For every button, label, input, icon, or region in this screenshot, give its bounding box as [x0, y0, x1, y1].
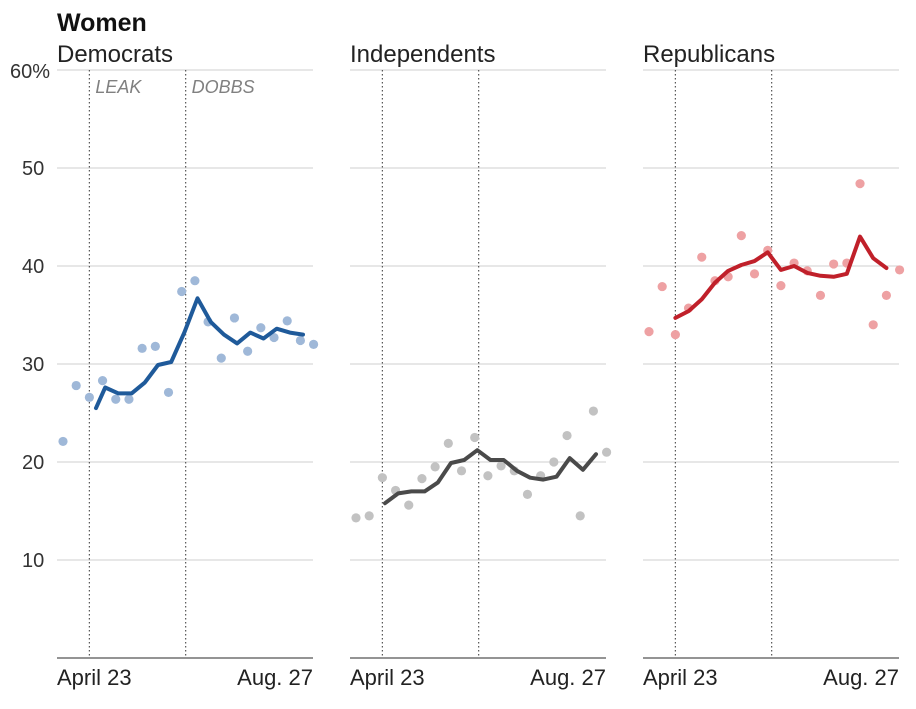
data-point	[736, 231, 746, 241]
event-label-leak: LEAK	[95, 77, 142, 97]
data-point	[749, 269, 760, 279]
x-tick-label: April 23	[57, 665, 132, 690]
data-point	[364, 511, 374, 521]
data-point	[496, 461, 506, 471]
data-point	[522, 489, 533, 499]
data-point	[190, 276, 200, 286]
data-point	[697, 252, 707, 262]
data-point	[111, 394, 121, 404]
data-point	[868, 320, 878, 330]
panel-title: Independents	[350, 41, 495, 68]
data-point	[894, 265, 905, 275]
data-point	[562, 430, 572, 441]
chart-panels: LEAK DOBBS 10 20 30 40 50 60% Democrats April 23 A…	[10, 41, 905, 690]
data-point	[295, 335, 306, 346]
data-point	[177, 286, 187, 297]
data-point	[417, 474, 427, 484]
event-label-dobbs: DOBBS	[192, 77, 255, 97]
y-tick-label: 50	[22, 158, 44, 180]
data-point	[216, 353, 226, 363]
data-point	[670, 330, 680, 340]
y-tick-label: 20	[22, 452, 44, 474]
data-point	[404, 500, 414, 510]
panel-independents: Independents April 23 Aug. 27	[350, 41, 612, 690]
chart-title: Women	[57, 9, 147, 37]
data-point	[443, 438, 453, 448]
data-point	[163, 387, 174, 398]
y-tick-label: 10	[22, 550, 44, 572]
data-point	[256, 323, 266, 333]
data-point	[657, 281, 667, 292]
y-tick-label: 30	[22, 354, 44, 376]
data-point	[269, 332, 279, 343]
x-tick-label: Aug. 27	[823, 665, 899, 690]
data-point	[549, 457, 559, 467]
data-point	[229, 313, 240, 323]
x-tick-label: Aug. 27	[530, 665, 606, 690]
x-tick-label: April 23	[643, 665, 718, 690]
data-point	[71, 380, 81, 391]
data-point	[430, 462, 440, 472]
data-point	[282, 316, 292, 326]
x-tick-label: April 23	[350, 665, 425, 690]
data-point	[58, 436, 68, 447]
data-point	[601, 447, 612, 457]
x-tick-label: Aug. 27	[237, 665, 313, 690]
y-tick-label: 60%	[10, 61, 50, 83]
data-point	[150, 341, 160, 351]
data-point	[855, 179, 865, 189]
y-tick-label: 40	[22, 256, 44, 278]
trend-line-democrats	[94, 296, 305, 411]
data-point	[644, 327, 654, 337]
panel-title: Democrats	[57, 41, 173, 68]
data-point	[84, 392, 94, 402]
data-point	[829, 259, 839, 269]
data-point	[456, 466, 467, 476]
data-point	[776, 281, 786, 291]
data-point	[575, 511, 585, 521]
data-point	[588, 406, 599, 416]
panel-democrats: LEAK DOBBS 10 20 30 40 50 60% Democrats April 23 A…	[10, 41, 319, 690]
data-point	[483, 471, 493, 481]
data-point	[881, 290, 892, 300]
data-point	[377, 473, 387, 483]
trend-line-independents	[383, 448, 598, 506]
trend-line-republicans	[673, 234, 889, 320]
data-point	[308, 339, 319, 349]
data-point	[470, 432, 480, 443]
data-point	[137, 343, 147, 353]
data-point	[97, 376, 108, 386]
data-point	[351, 513, 361, 523]
data-point	[815, 290, 826, 300]
data-point	[243, 346, 253, 356]
panel-title: Republicans	[643, 41, 775, 68]
data-point	[124, 394, 134, 404]
panel-republicans: Republicans April 23 Aug. 27	[643, 41, 905, 690]
